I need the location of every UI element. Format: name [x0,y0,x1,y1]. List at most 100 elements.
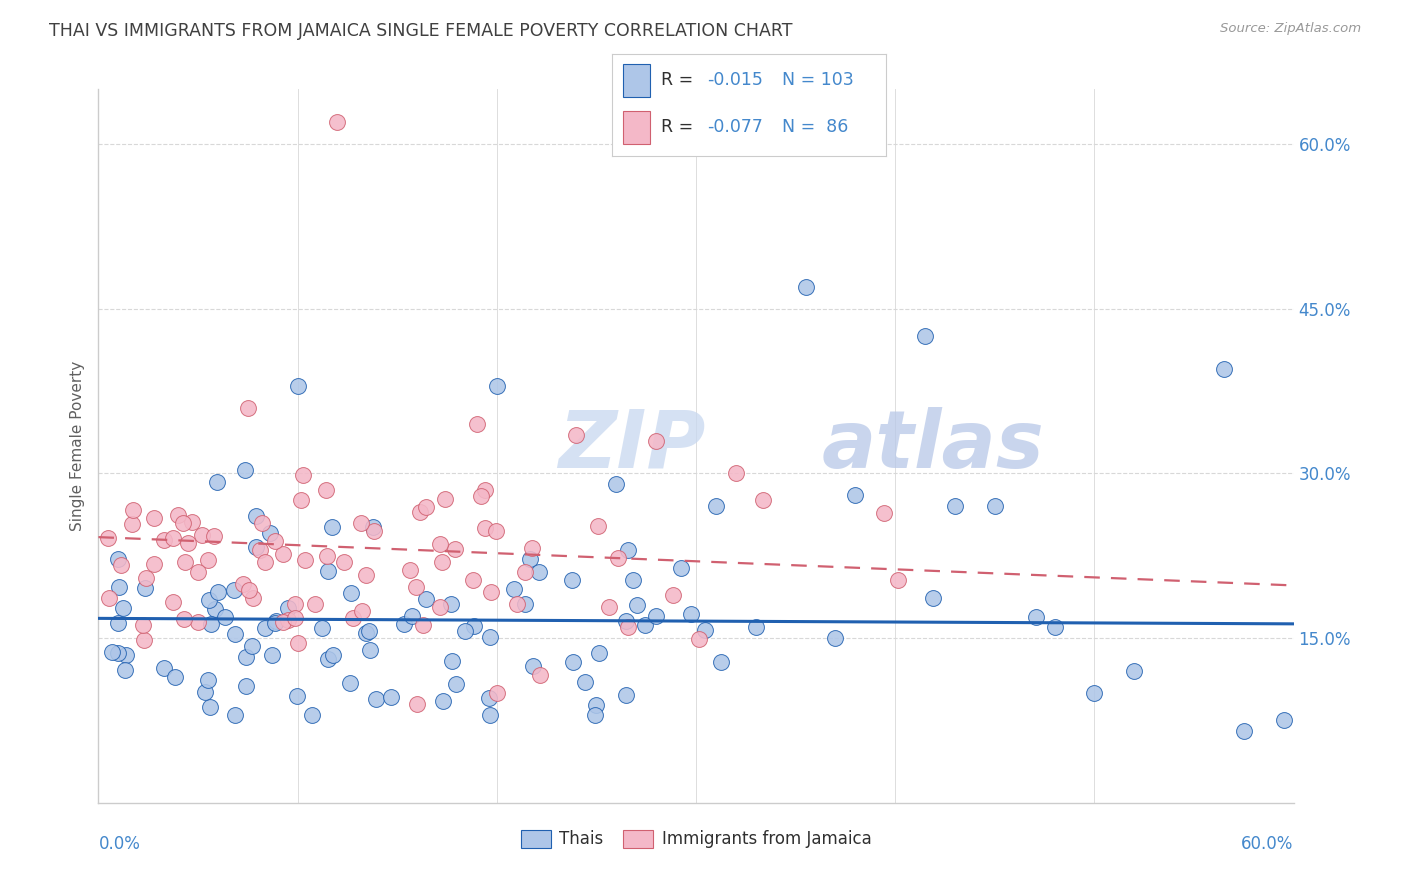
Point [285,690,308,704]
Point [366,692,388,706]
Point [662,588,685,602]
Point [277,601,299,615]
Point [322,648,344,662]
Point [392,617,415,632]
Point [271,547,294,561]
Point [356,567,378,582]
Point [444,676,467,690]
Point [205,475,228,489]
Text: N =  86: N = 86 [782,119,848,136]
Point [287,378,309,392]
Point [984,500,1007,514]
Point [180,515,202,529]
Point [478,690,501,705]
Point [626,598,648,612]
Point [479,630,502,644]
Point [440,597,463,611]
Point [1212,362,1234,376]
Point [233,463,256,477]
Point [1233,724,1256,739]
Point [561,655,583,669]
Point [304,597,326,611]
Point [522,541,544,556]
Point [98,591,121,606]
Point [634,618,657,632]
Point [163,670,186,684]
Legend: Thais, Immigrants from Jamaica: Thais, Immigrants from Jamaica [515,823,877,855]
Point [326,115,349,129]
Point [432,693,454,707]
Point [588,519,610,533]
Point [200,617,222,632]
Point [263,616,285,631]
Point [688,632,710,647]
Point [259,526,281,541]
Point [198,700,221,714]
Point [290,493,312,508]
Point [115,648,138,662]
Point [1025,609,1047,624]
Point [474,483,496,498]
Point [824,631,846,645]
Point [485,524,508,539]
Point [693,623,716,637]
Point [710,655,733,669]
Point [277,613,299,627]
Point [318,652,340,666]
Point [173,612,195,626]
Point [515,565,537,579]
Point [339,676,361,690]
Text: atlas: atlas [821,407,1045,485]
Point [873,506,896,520]
Text: THAI VS IMMIGRANTS FROM JAMAICA SINGLE FEMALE POVERTY CORRELATION CHART: THAI VS IMMIGRANTS FROM JAMAICA SINGLE F… [49,22,793,40]
Point [152,533,174,547]
Point [287,635,309,649]
Point [399,563,422,577]
Point [235,649,257,664]
Point [621,573,644,587]
Point [921,591,943,606]
Point [315,483,337,497]
Point [108,580,131,594]
Point [412,618,434,632]
Text: N = 103: N = 103 [782,71,853,89]
Point [519,552,541,566]
Point [262,648,284,662]
Point [914,329,936,343]
Point [316,549,339,563]
Point [415,500,437,514]
Point [350,516,373,530]
Point [332,555,354,569]
Point [340,586,363,600]
Point [485,686,508,700]
Point [110,558,132,573]
Point [242,591,264,606]
Point [363,524,385,538]
Point [794,280,817,294]
Point [174,555,197,569]
Point [253,621,276,635]
Text: 0.0%: 0.0% [98,835,141,853]
Point [134,581,156,595]
Point [598,600,620,615]
Point [401,609,423,624]
Point [359,643,381,657]
Point [107,646,129,660]
Point [242,639,264,653]
Point [565,428,588,442]
Point [430,555,453,569]
Point [172,516,194,531]
Point [238,582,260,597]
Point [614,688,637,702]
Point [135,571,157,585]
Point [197,553,219,567]
Point [132,617,155,632]
Point [406,697,429,711]
Point [292,468,315,483]
Point [1123,664,1146,678]
Point [443,541,465,556]
Point [352,604,374,618]
Point [301,708,323,723]
Text: R =: R = [661,71,699,89]
Point [284,597,307,611]
